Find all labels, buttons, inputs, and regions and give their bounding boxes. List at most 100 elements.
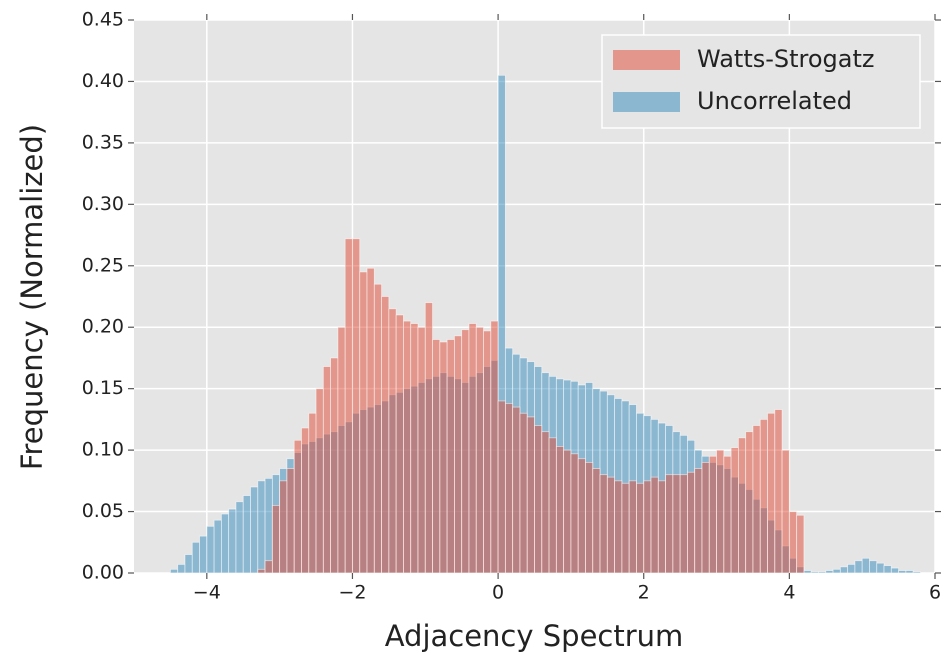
- histogram-bar: [446, 339, 455, 574]
- histogram-bar: [432, 339, 441, 574]
- histogram-bar: [250, 486, 259, 574]
- histogram-bar: [344, 238, 353, 574]
- y-tick-label: 0.35: [82, 131, 124, 153]
- histogram-bar: [737, 437, 747, 574]
- histogram-bar: [534, 425, 543, 574]
- histogram-bar: [468, 323, 477, 574]
- histogram-bar: [759, 418, 768, 574]
- histogram-bar: [687, 471, 696, 574]
- histogram-bar: [483, 330, 492, 574]
- x-tick-label: −4: [193, 582, 221, 604]
- histogram-bar: [788, 511, 798, 574]
- histogram-bar: [257, 480, 266, 574]
- histogram-bar: [825, 570, 834, 574]
- histogram-bar: [286, 468, 295, 574]
- histogram-bar: [694, 468, 703, 574]
- legend: Watts-Strogatz Uncorrelated: [601, 34, 921, 129]
- y-tick-label: 0.15: [82, 377, 124, 399]
- histogram-bar: [810, 571, 819, 574]
- histogram-bar: [220, 513, 230, 574]
- histogram-bar: [337, 326, 346, 574]
- histogram-bar: [504, 403, 514, 574]
- histogram-bar: [672, 474, 681, 574]
- histogram-bar: [548, 437, 557, 574]
- histogram-bar: [184, 554, 193, 574]
- x-tick-label: 2: [638, 582, 650, 604]
- histogram-bar: [475, 326, 484, 574]
- histogram-bar: [752, 425, 761, 574]
- histogram-bar: [905, 570, 914, 574]
- histogram-bar: [657, 480, 666, 574]
- histogram-bar: [206, 525, 215, 574]
- histogram-bar: [869, 560, 878, 574]
- y-tick-label: 0.20: [82, 316, 124, 338]
- histogram-bar: [796, 514, 805, 574]
- histogram-bar: [614, 480, 623, 574]
- y-tick-label: 0.10: [82, 439, 124, 461]
- histogram-bar: [555, 446, 565, 574]
- histogram-bar: [643, 480, 652, 574]
- histogram-bar: [403, 320, 412, 574]
- histogram-bar: [512, 406, 521, 574]
- histogram-bar: [271, 505, 281, 574]
- histogram-bar: [497, 400, 506, 574]
- histogram-bar: [410, 323, 419, 574]
- histogram-bar: [730, 447, 739, 574]
- histogram-bar: [708, 455, 717, 574]
- x-tick-label: 6: [929, 582, 941, 604]
- histogram-bar: [322, 366, 332, 574]
- x-tick-label: 0: [492, 582, 504, 604]
- histogram-bar: [213, 519, 222, 574]
- histogram-bar: [330, 357, 339, 574]
- histogram-bar: [191, 541, 200, 574]
- y-tick-label: 0.40: [82, 70, 124, 92]
- histogram-bar: [453, 335, 463, 574]
- histogram-bar: [177, 563, 186, 574]
- histogram-bar: [490, 320, 499, 574]
- histogram-bar: [293, 439, 302, 574]
- histogram-bar: [832, 568, 841, 574]
- histogram-bar: [352, 238, 361, 574]
- histogram-bar: [585, 461, 594, 574]
- legend-label: Uncorrelated: [697, 87, 852, 115]
- y-tick-label: 0.30: [82, 193, 124, 215]
- histogram-bar: [716, 449, 725, 574]
- histogram-bar: [242, 495, 251, 574]
- histogram-bar: [461, 329, 470, 574]
- histogram-bar: [628, 480, 637, 574]
- y-tick-label: 0.00: [82, 562, 124, 584]
- histogram-bar: [818, 571, 827, 574]
- y-tick-label: 0.05: [82, 500, 124, 522]
- legend-swatch: [613, 92, 680, 112]
- histogram-bar: [570, 453, 579, 574]
- histogram-bar: [861, 557, 870, 574]
- histogram-bar: [854, 560, 863, 574]
- histogram-bar: [745, 431, 754, 574]
- histogram-bar: [359, 271, 368, 574]
- histogram-bar: [701, 461, 710, 574]
- histogram-bar: [366, 267, 375, 574]
- histogram-bar: [235, 501, 244, 574]
- y-axis-label: Frequency (Normalized): [15, 124, 49, 470]
- histogram-bar: [665, 474, 674, 574]
- histogram-bar: [592, 468, 601, 574]
- histogram-bar: [170, 568, 179, 574]
- histogram-bar: [308, 412, 317, 574]
- histogram-bar: [301, 427, 310, 574]
- histogram-bar: [388, 308, 397, 574]
- histogram-bar: [912, 571, 921, 574]
- histogram-bar: [767, 412, 776, 574]
- histogram-bar: [563, 449, 572, 574]
- histogram-bar: [381, 296, 390, 574]
- histogram-bar: [723, 455, 732, 574]
- histogram-bar: [257, 568, 266, 574]
- histogram-bar: [621, 482, 630, 574]
- histogram-bar: [264, 560, 273, 574]
- bars: [170, 74, 921, 574]
- legend-swatch: [613, 50, 680, 70]
- histogram-bar: [774, 409, 783, 574]
- histogram-bar: [679, 474, 688, 574]
- legend-label: Watts-Strogatz: [697, 45, 875, 73]
- x-tick-label: −2: [338, 582, 366, 604]
